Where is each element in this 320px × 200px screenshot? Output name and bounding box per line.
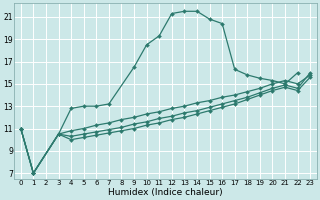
X-axis label: Humidex (Indice chaleur): Humidex (Indice chaleur) bbox=[108, 188, 223, 197]
